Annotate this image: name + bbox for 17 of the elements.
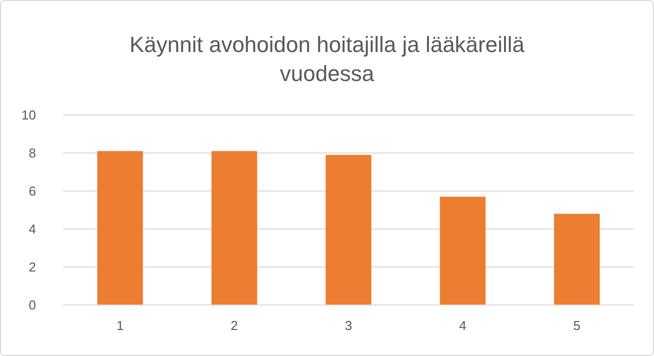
bar xyxy=(440,196,486,305)
x-tick-label: 3 xyxy=(344,318,352,333)
y-tick-label: 8 xyxy=(28,146,36,161)
y-tick-label: 4 xyxy=(28,222,36,237)
y-tick-label: 10 xyxy=(22,108,36,123)
bar xyxy=(326,154,372,305)
x-tick-label: 4 xyxy=(459,318,466,333)
x-tick-label: 5 xyxy=(573,318,581,333)
x-tick-label: 2 xyxy=(230,318,238,333)
bar xyxy=(554,214,600,305)
x-tick-label: 1 xyxy=(116,318,124,333)
chart-title: Käynnit avohoidon hoitajilla ja lääkäreillä vuodessa xyxy=(129,32,526,86)
bar xyxy=(211,151,258,305)
y-tick-label: 6 xyxy=(28,184,36,199)
bar xyxy=(97,151,143,305)
y-tick-label: 2 xyxy=(28,260,36,275)
y-tick-label: 0 xyxy=(28,298,36,313)
